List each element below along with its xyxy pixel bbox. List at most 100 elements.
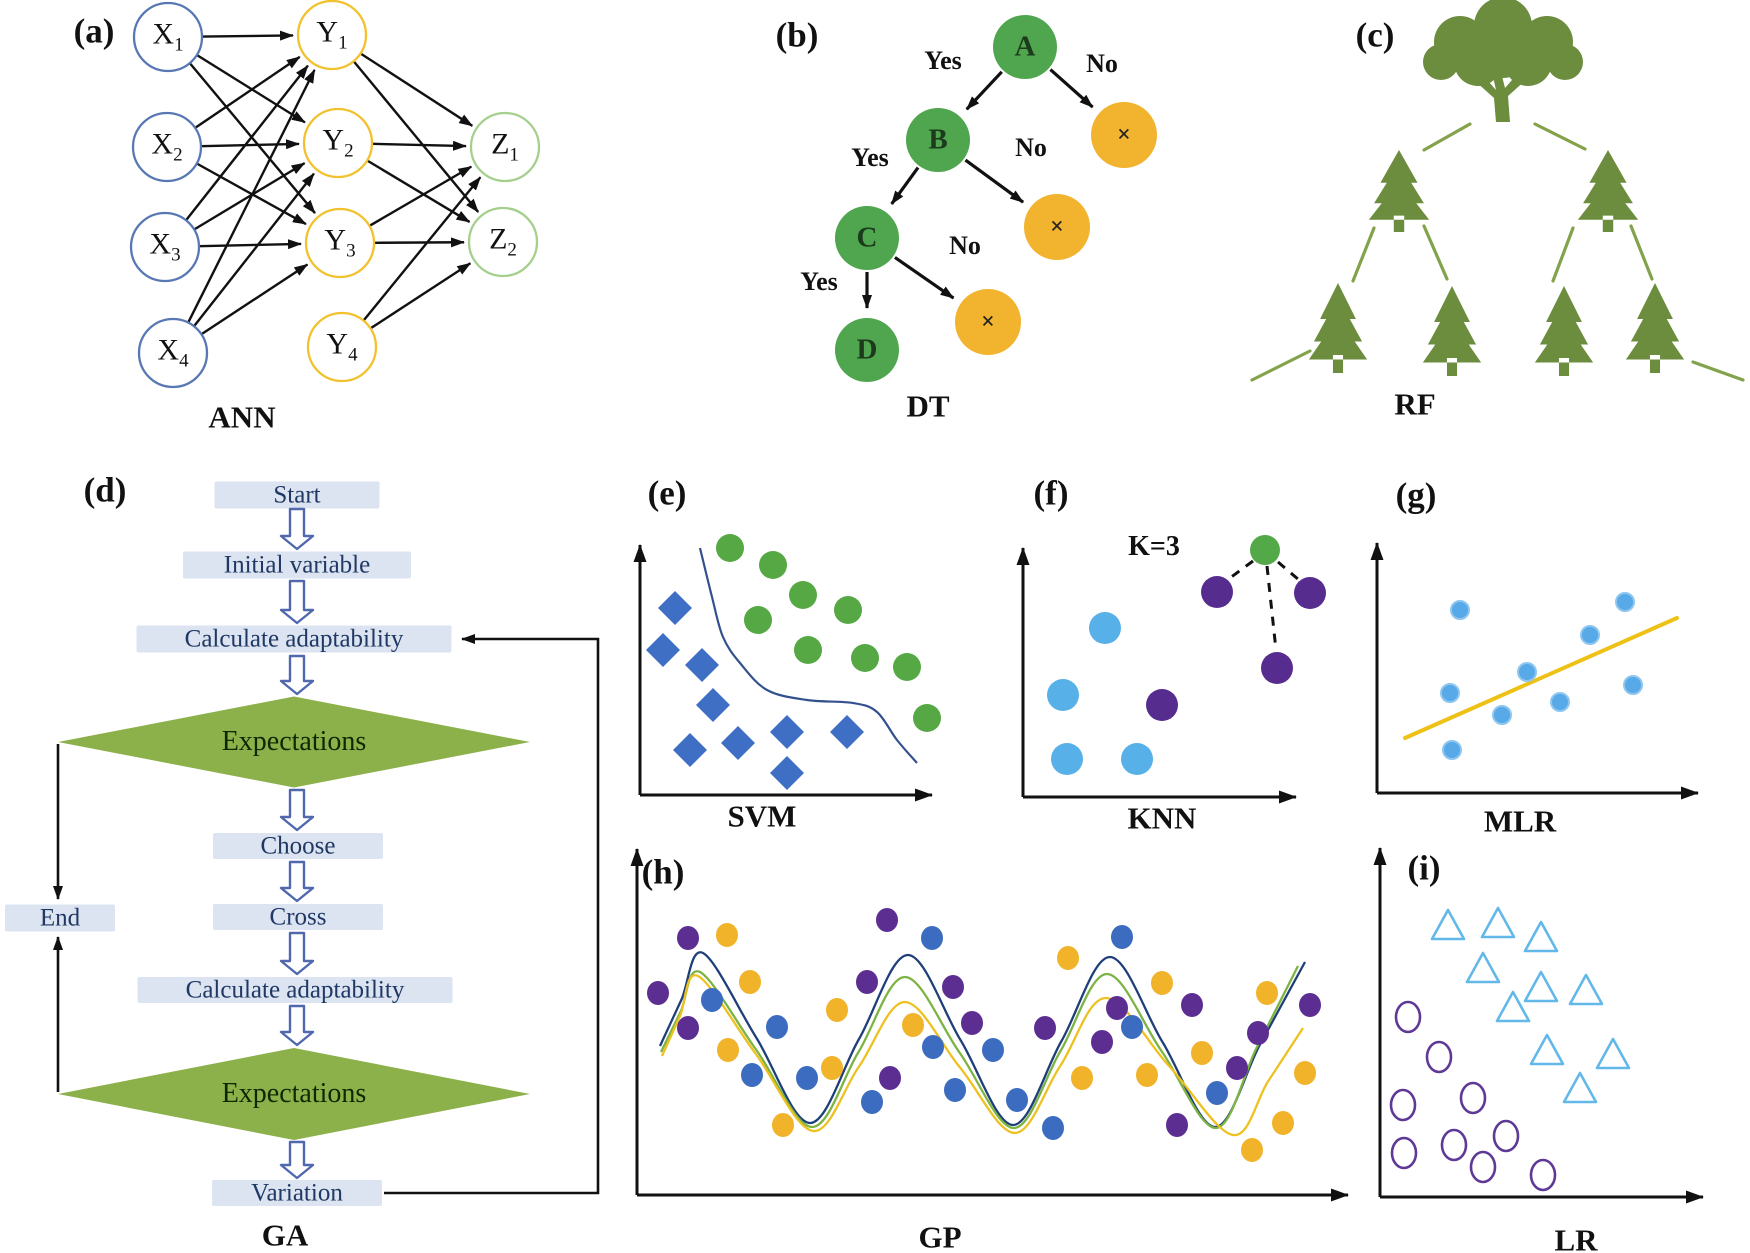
flow-step-start: Start — [273, 481, 321, 509]
lr-class-triangle-point — [1430, 908, 1466, 941]
panel-tag-i: (i) — [1407, 848, 1441, 888]
ann-node-letter: Y — [322, 123, 345, 157]
ann-node-label-z1: Z1 — [491, 127, 519, 166]
lr-class-circle-point — [1390, 1136, 1418, 1170]
svm-class-b-point — [770, 756, 804, 790]
dt-node-letter-a: A — [1014, 30, 1036, 63]
ann-node-subscript: 4 — [348, 344, 358, 366]
ann-edge — [352, 60, 480, 213]
gp-sample-point-blue — [1121, 1015, 1143, 1039]
ann-node-y3 — [304, 207, 376, 279]
flow-end-box — [5, 904, 115, 932]
flow-step-expectations-1: Expectations — [221, 726, 367, 757]
knn-class-blue-point — [1047, 679, 1079, 711]
gp-sample-point-blue — [922, 1035, 944, 1059]
panel-label-ann: ANN — [208, 399, 276, 435]
panel-tag-a: (a) — [73, 11, 115, 51]
knn-neighbor-link — [1265, 565, 1278, 651]
ann-node-y2 — [302, 107, 374, 179]
dt-branch-arrow — [1049, 68, 1094, 109]
ann-node-letter: X — [151, 127, 174, 161]
dt-node-c — [835, 206, 899, 270]
ann-edge — [366, 159, 471, 223]
rf-link-segment — [1551, 226, 1575, 283]
ann-node-label-y2: Y2 — [322, 123, 353, 161]
gp-sample-point-purple — [879, 1066, 901, 1090]
ann-node-letter: X — [149, 227, 172, 261]
ann-node-label-y4: Y4 — [326, 329, 358, 366]
ann-edge — [187, 68, 316, 324]
gp-sample-point-blue — [796, 1066, 818, 1090]
flow-step-expectations-2: Expectations — [221, 1078, 367, 1109]
svm-class-a-point — [789, 581, 817, 609]
lr-class-circle-point — [1440, 1128, 1468, 1162]
svm-class-a-point — [834, 596, 862, 624]
gp-sample-point-yellow — [1136, 1063, 1158, 1087]
ann-node-x4 — [137, 317, 209, 389]
rf-link-segment — [1422, 122, 1472, 152]
svm-class-a-point — [851, 644, 879, 672]
lr-class-circle-point — [1394, 1000, 1422, 1034]
ann-node-subscript: 1 — [338, 32, 348, 54]
svm-class-a-point — [759, 551, 787, 579]
dt-branch-label-no: No — [1015, 133, 1047, 162]
svm-class-b-point — [770, 715, 804, 749]
gp-sample-point-yellow — [717, 1038, 739, 1062]
rf-pine-tree — [1534, 286, 1594, 376]
ann-edge — [185, 64, 309, 222]
ann-node-subscript: 1 — [509, 144, 519, 166]
dt-node-n3 — [955, 289, 1021, 355]
ann-node-subscript: 4 — [179, 350, 189, 372]
gp-sample-point-purple — [942, 975, 964, 999]
ann-node-label-y1: Y1 — [316, 17, 348, 54]
panel-tag-c: (c) — [1355, 15, 1395, 55]
flow-box-1 — [183, 551, 411, 579]
rf-link-segment — [1351, 226, 1376, 283]
lr-class-triangle-point — [1480, 906, 1516, 939]
panel-label-gp: GP — [918, 1219, 962, 1253]
rf-pine-tree — [1368, 150, 1430, 232]
rf-link-segment — [1533, 122, 1587, 151]
dt-node-letter-b: B — [928, 123, 948, 156]
ann-node-label-x2: X2 — [151, 127, 182, 165]
flow-box-4 — [213, 833, 383, 859]
flow-box-2 — [136, 625, 452, 653]
ann-node-letter: Z — [491, 127, 510, 161]
ann-node-letter: Z — [489, 222, 508, 256]
svm-class-b-point — [685, 648, 719, 682]
knn-class-purple-point — [1201, 576, 1233, 608]
gp-sample-point-yellow — [1191, 1041, 1213, 1065]
rf-link-segment — [1250, 349, 1312, 382]
flow-block-arrow — [279, 1004, 315, 1047]
gp-sample-point-yellow — [826, 998, 848, 1022]
gp-sample-point-purple — [961, 1011, 983, 1035]
dt-node-d — [835, 318, 899, 382]
lr-class-circle-point — [1492, 1119, 1520, 1153]
gp-curve-green — [659, 965, 1300, 1130]
flow-block-arrow — [279, 1140, 315, 1180]
svm-class-b-point — [673, 733, 707, 767]
ann-edge — [188, 62, 316, 214]
ann-edge — [369, 262, 472, 330]
lr-class-triangle-point — [1523, 920, 1559, 953]
panel-tag-b: (b) — [775, 15, 819, 55]
ann-node-subscript: 3 — [346, 240, 356, 262]
lr-class-triangle-point — [1465, 951, 1501, 984]
gp-sample-point-blue — [982, 1038, 1004, 1062]
dt-branch-label-yes: Yes — [851, 143, 889, 172]
svm-class-b-point — [646, 633, 680, 667]
svm-class-a-point — [794, 636, 822, 664]
gp-sample-point-blue — [921, 926, 943, 950]
gp-sample-point-purple — [1226, 1056, 1248, 1080]
gp-sample-point-purple — [677, 1016, 699, 1040]
flow-step-calculate-adaptability-2: Calculate adaptability — [185, 976, 405, 1004]
mlr-data-point — [1442, 740, 1462, 760]
ann-node-subscript: 2 — [507, 239, 517, 261]
ann-node-letter: X — [152, 17, 175, 51]
flow-end-box-label: End — [39, 904, 81, 932]
flow-block-arrow — [279, 788, 315, 832]
rf-big-tree-canopy — [1547, 44, 1583, 80]
ann-node-label-y3: Y3 — [324, 225, 356, 262]
mlr-data-point — [1550, 692, 1570, 712]
dt-node-b — [906, 108, 970, 172]
